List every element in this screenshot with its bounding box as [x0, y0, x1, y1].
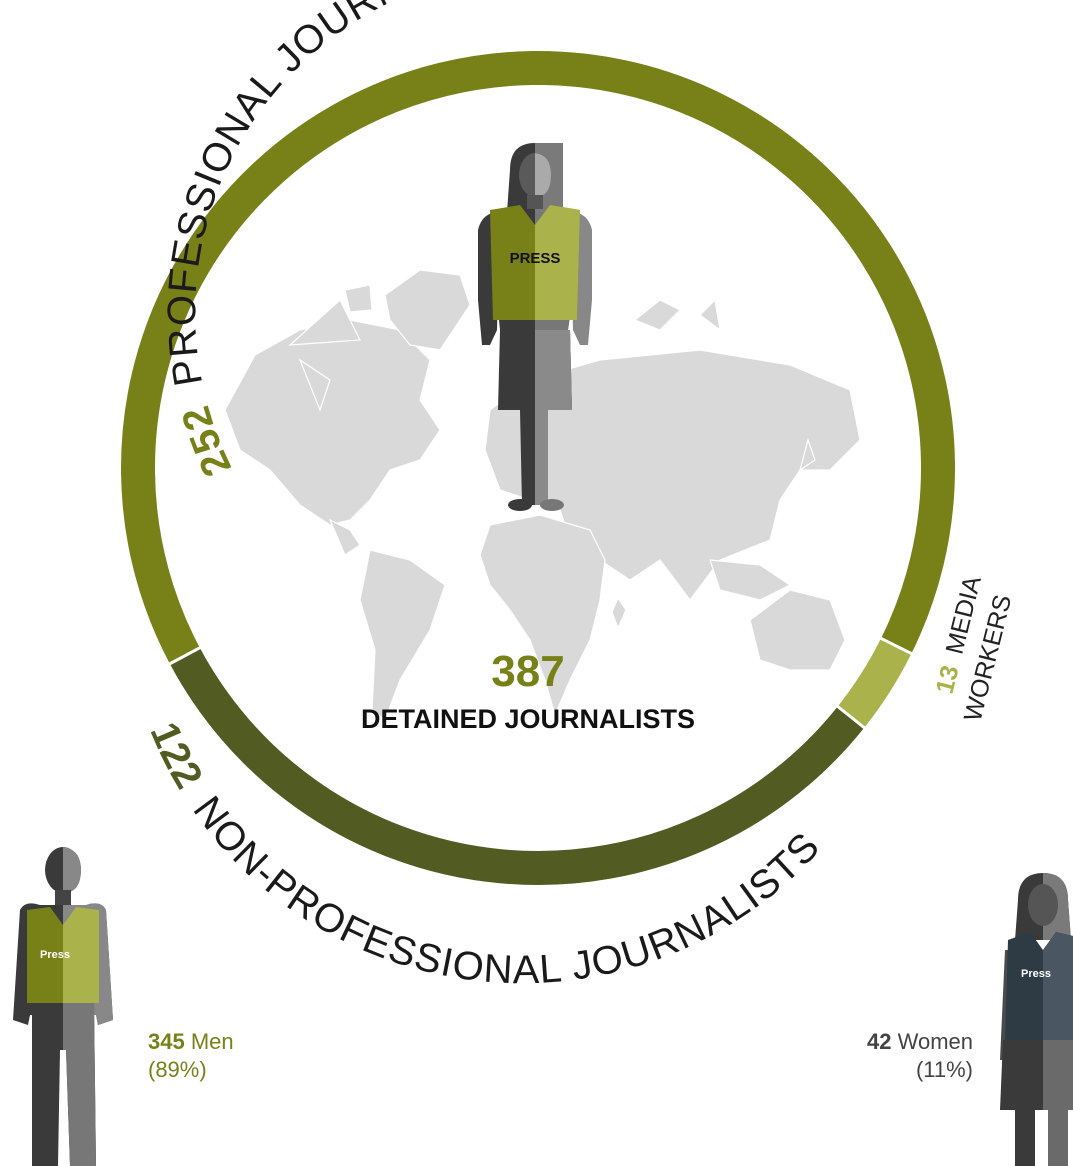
- men-label: Men: [190, 1029, 234, 1054]
- women-stat: 42 Women (11%): [867, 1028, 973, 1084]
- ring-segment-professional: [121, 51, 955, 664]
- media-workers-value: 13: [931, 663, 965, 697]
- woman-figure-right: Press: [1000, 873, 1073, 1166]
- world-map: [224, 269, 863, 721]
- center-press-label: PRESS: [510, 250, 561, 267]
- donut-ring: [121, 51, 955, 885]
- men-percent: (89%): [148, 1057, 207, 1082]
- ring-segment-media-workers: [837, 638, 912, 728]
- man-journalist-figure: Press: [13, 847, 113, 1166]
- women-press-label: Press: [1021, 968, 1051, 980]
- women-percent: (11%): [915, 1057, 973, 1082]
- ring-separator: [168, 646, 202, 666]
- ring-segment-non-professional: [169, 647, 865, 885]
- woman-journalist-figure: PRESS: [478, 143, 592, 511]
- women-label: Women: [897, 1029, 973, 1054]
- men-value: 345: [148, 1029, 185, 1054]
- total-label: DETAINED JOURNALISTS: [361, 704, 695, 734]
- men-press-label: Press: [40, 949, 70, 961]
- women-value: 42: [866, 1029, 892, 1054]
- ring-separator: [835, 704, 867, 730]
- total-value: 387: [491, 647, 564, 696]
- men-stat: 345 Men (89%): [148, 1028, 234, 1084]
- non-professional-value: 122: [142, 716, 212, 797]
- media-workers-label: 13 MEDIA WORKERS: [931, 573, 1018, 724]
- ring-separator: [879, 636, 914, 656]
